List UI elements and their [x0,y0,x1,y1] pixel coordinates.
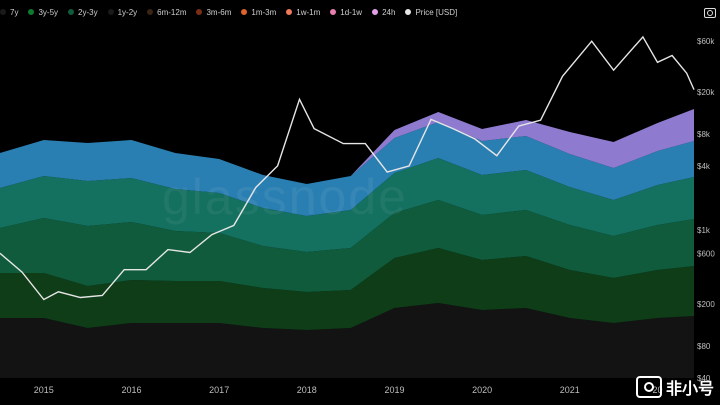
legend: 7y 3y-5y 2y-3y 1y-2y 6m-12m 3m-6m 1m-3m 1w-1m 1d… [0,0,700,24]
band-2y-3y [0,200,694,292]
legend-label: 1w-1m [296,7,321,17]
band-7y [0,303,694,378]
y-tick-label: $600 [697,249,715,258]
legend-label: 6m-12m [157,7,187,17]
legend-label: 7y [10,7,19,17]
x-tick-label: 2017 [209,385,229,395]
x-tick-label: 2021 [560,385,580,395]
legend-item-1d-1w[interactable]: 1d-1w [330,8,362,17]
legend-label: 1y-2y [117,7,138,17]
legend-label: 24h [382,7,396,17]
legend-item-6m-12m[interactable]: 6m-12m [147,8,186,17]
legend-item-2y-3y[interactable]: 2y-3y [68,8,98,17]
y-tick-label: $60k [697,37,715,46]
x-tick-label: 2020 [472,385,492,395]
legend-dot [107,9,114,15]
legend-dot [330,9,337,15]
y-tick-label: $4k [697,162,711,171]
legend-item-1m-3m[interactable]: 1m-3m [241,8,276,17]
band-1w-1m [0,109,694,184]
band-1y-2y [0,158,694,252]
y-tick-label: $8k [697,130,711,139]
legend-dot [147,9,154,15]
legend-item-1y-2y[interactable]: 1y-2y [107,7,138,17]
legend-item-7y[interactable]: 7y [0,8,18,17]
legend-item-3m-6m[interactable]: 3m-6m [196,8,231,17]
legend-dot [28,9,35,15]
legend-item-3y-5y[interactable]: 3y-5y [28,8,58,17]
x-tick-label: 2016 [121,385,141,395]
legend-item-1w-1m[interactable]: 1w-1m [286,8,320,17]
y-tick-label: $200 [697,300,715,309]
legend-dot [0,9,6,15]
y-tick-label: $40 [697,374,711,383]
legend-label: 3m-6m [206,7,232,17]
site-logo: 非小号 [635,375,714,399]
legend-label: Price [USD] [415,7,458,17]
x-tick-label: 2018 [297,385,317,395]
legend-label: 1m-3m [251,7,277,17]
x-tick-label: 20 [652,385,662,395]
x-tick-label: 2019 [384,385,404,395]
logo-icon [635,376,662,398]
legend-item-price-usd[interactable]: Price [USD] [405,8,457,17]
x-tick-label: 2015 [34,385,54,395]
y-tick-label: $80 [697,342,711,351]
price-line [0,35,695,301]
camera-icon[interactable] [704,8,716,18]
legend-item-24h[interactable]: 24h [372,8,395,17]
y-tick-label: $20k [697,88,715,97]
band-3y-5y [0,248,694,330]
legend-dot [241,9,248,15]
logo-text: 非小号 [665,381,714,398]
legend-dot [68,9,75,15]
legend-dot [196,9,203,15]
legend-label: 3y-5y [38,7,59,17]
band-6m-12m [0,122,694,216]
legend-dot [372,9,379,15]
y-tick-label: $1k [697,226,711,235]
legend-dot [286,9,293,15]
legend-label: 2y-3y [78,7,98,17]
legend-label: 1d-1w [340,7,363,17]
legend-dot [405,9,412,15]
watermark: glassnode [162,169,408,225]
